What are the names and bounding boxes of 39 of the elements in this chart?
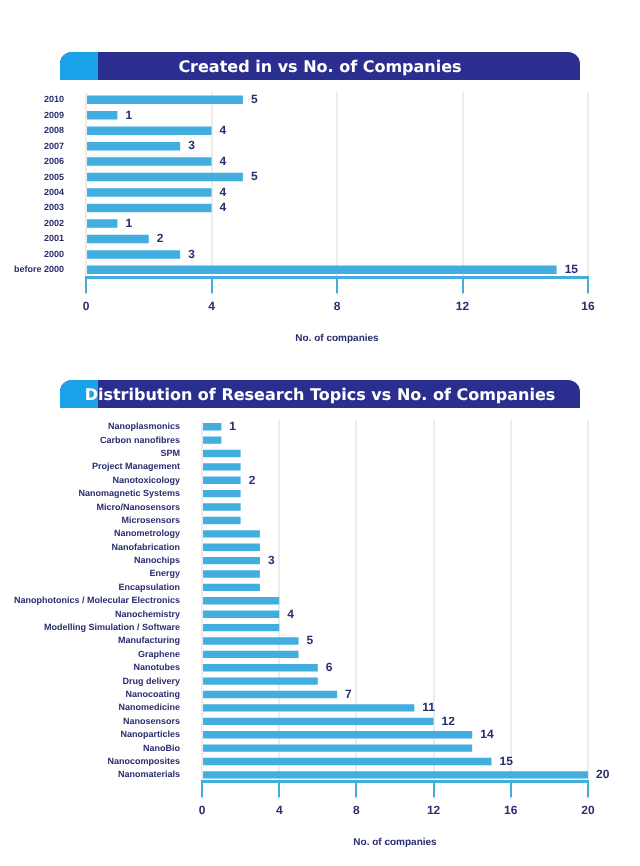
bar xyxy=(203,516,241,525)
chart-title: Distribution of Research Topics vs No. of Companies xyxy=(84,385,556,403)
bar xyxy=(203,731,473,739)
bar xyxy=(203,744,473,752)
bar xyxy=(203,677,318,685)
bar xyxy=(87,95,243,104)
bar xyxy=(203,623,280,632)
bar xyxy=(203,570,260,578)
bar xyxy=(87,157,212,166)
bar xyxy=(203,757,492,766)
bar xyxy=(203,717,434,726)
bar xyxy=(203,503,241,511)
bar xyxy=(203,664,318,672)
bar xyxy=(203,650,299,659)
bar xyxy=(203,449,241,458)
bar xyxy=(203,556,260,565)
bar xyxy=(203,543,260,551)
bar xyxy=(87,172,243,182)
bar xyxy=(203,597,280,605)
bar xyxy=(203,704,415,712)
bar xyxy=(203,637,299,645)
bar xyxy=(203,436,222,444)
bar xyxy=(203,423,222,431)
bar xyxy=(203,476,241,484)
bar xyxy=(87,126,212,135)
bar xyxy=(87,234,149,244)
bar xyxy=(203,530,260,538)
bar xyxy=(87,141,181,151)
bar xyxy=(87,188,212,197)
bar xyxy=(87,110,118,120)
bar xyxy=(203,583,260,592)
bar xyxy=(87,250,181,259)
chart-title: Created in vs No. of Companies xyxy=(178,57,462,75)
bar xyxy=(203,610,280,618)
bar xyxy=(87,203,212,213)
bar xyxy=(203,489,241,498)
bar xyxy=(203,463,241,471)
bar xyxy=(87,219,118,228)
bar xyxy=(203,690,338,699)
